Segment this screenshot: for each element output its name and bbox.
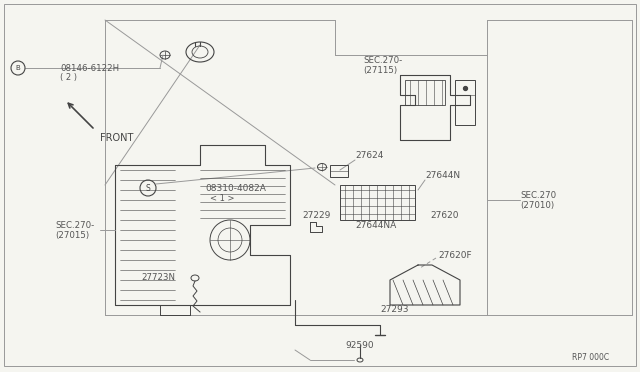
Text: 27624: 27624	[355, 151, 383, 160]
Text: SEC.270: SEC.270	[520, 190, 556, 199]
Bar	[340, 185, 415, 220]
Text: (27015): (27015)	[55, 231, 89, 240]
Text: 08310-4082A: 08310-4082A	[205, 183, 266, 192]
Text: (27010): (27010)	[520, 201, 554, 209]
Point	[460, 85, 470, 91]
Text: (27115): (27115)	[363, 65, 397, 74]
Bar	[405, 80, 445, 105]
Text: 27644N: 27644N	[425, 170, 460, 180]
Text: 27644NA: 27644NA	[355, 221, 396, 230]
Text: 27620F: 27620F	[438, 250, 472, 260]
Text: SEC.270-: SEC.270-	[363, 55, 403, 64]
Text: FRONT: FRONT	[100, 133, 133, 143]
Bar	[330, 165, 348, 177]
Text: 27620: 27620	[430, 211, 458, 219]
Text: 27229: 27229	[302, 211, 330, 219]
Text: < 1 >: < 1 >	[210, 193, 234, 202]
Text: 92590: 92590	[345, 340, 374, 350]
Text: ( 2 ): ( 2 )	[60, 73, 77, 81]
Text: 27293: 27293	[380, 305, 408, 314]
Text: S: S	[146, 183, 150, 192]
Text: 08146-6122H: 08146-6122H	[60, 64, 119, 73]
Text: B: B	[15, 65, 20, 71]
Bar	[455, 80, 475, 125]
Text: RP7 000C: RP7 000C	[572, 353, 609, 362]
Text: 27723N: 27723N	[141, 273, 175, 282]
Text: SEC.270-: SEC.270-	[55, 221, 94, 230]
